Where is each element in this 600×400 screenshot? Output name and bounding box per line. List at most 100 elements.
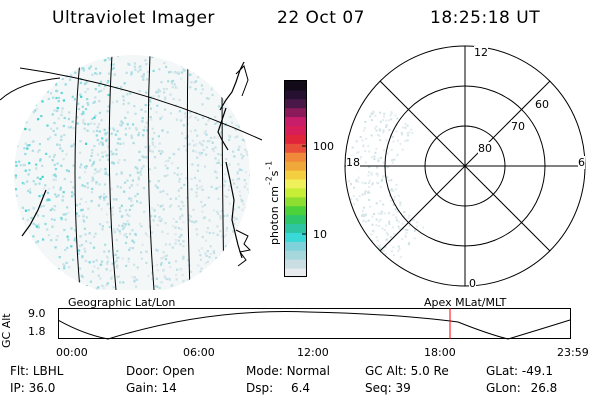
emission-pixel xyxy=(151,143,155,146)
emission-pixel xyxy=(114,253,117,256)
emission-pixel xyxy=(84,82,87,85)
instrument-title: Ultraviolet Imager xyxy=(52,8,215,28)
emission-pixel xyxy=(119,86,123,89)
polar-emission-pixel xyxy=(361,181,364,184)
emission-pixel xyxy=(137,70,140,73)
emission-pixel xyxy=(118,230,121,233)
emission-pixel xyxy=(41,164,44,167)
polar-emission-pixel xyxy=(391,159,394,162)
emission-pixel xyxy=(65,169,69,172)
emission-pixel xyxy=(240,282,243,285)
status-glat: GLat: -49.1 xyxy=(486,364,553,378)
polar-emission-pixel xyxy=(377,160,380,162)
emission-pixel xyxy=(96,139,99,142)
polar-emission-pixel xyxy=(371,119,373,122)
emission-pixel xyxy=(31,103,34,106)
emission-pixel xyxy=(88,67,91,70)
emission-pixel xyxy=(146,129,149,132)
emission-pixel xyxy=(97,286,100,289)
emission-pixel xyxy=(67,170,70,173)
emission-pixel xyxy=(145,156,148,159)
emission-pixel xyxy=(188,116,192,119)
emission-pixel xyxy=(66,246,69,249)
emission-pixel xyxy=(47,187,50,191)
polar-emission-pixel xyxy=(364,150,367,153)
emission-pixel xyxy=(80,95,83,98)
emission-pixel xyxy=(68,111,71,114)
emission-pixel xyxy=(26,287,29,290)
emission-pixel xyxy=(164,164,167,167)
emission-pixel xyxy=(121,257,124,260)
emission-pixel xyxy=(172,97,175,101)
emission-pixel xyxy=(195,184,198,187)
emission-pixel xyxy=(37,223,40,226)
emission-pixel xyxy=(60,218,63,221)
emission-pixel xyxy=(103,183,107,186)
coastline-north xyxy=(235,65,249,97)
emission-pixel xyxy=(135,285,138,288)
emission-pixel xyxy=(231,99,234,102)
polar-emission-pixel xyxy=(357,176,360,179)
emission-pixel xyxy=(25,58,28,61)
emission-pixel xyxy=(93,100,96,103)
emission-pixel xyxy=(241,199,244,202)
polar-emission-pixel xyxy=(404,126,407,129)
emission-pixel xyxy=(104,133,107,136)
polar-emission-pixel xyxy=(365,137,368,140)
emission-pixel xyxy=(219,217,222,220)
emission-pixel xyxy=(112,127,115,130)
emission-pixel xyxy=(155,91,158,94)
emission-pixel xyxy=(134,166,137,169)
emission-pixel xyxy=(200,267,203,270)
polar-emission-pixel xyxy=(393,254,395,257)
emission-pixel xyxy=(162,208,165,211)
emission-pixel xyxy=(42,215,45,218)
emission-pixel xyxy=(197,249,201,252)
polar-emission-pixel xyxy=(377,182,380,185)
emission-pixel xyxy=(117,224,121,227)
observation-date: 22 Oct 07 xyxy=(277,8,365,28)
emission-pixel xyxy=(75,212,78,215)
emission-pixel xyxy=(214,122,217,125)
polar-emission-pixel xyxy=(404,228,407,231)
emission-pixel xyxy=(27,233,30,236)
emission-pixel xyxy=(123,225,126,228)
emission-pixel xyxy=(155,248,158,251)
polar-emission-pixel xyxy=(389,189,392,192)
coastline-west xyxy=(21,189,47,237)
emission-pixel xyxy=(112,67,115,70)
polar-emission-pixel xyxy=(406,124,409,127)
emission-pixel xyxy=(65,261,68,264)
emission-pixel xyxy=(236,135,239,138)
emission-pixel xyxy=(177,72,180,75)
emission-pixel xyxy=(133,280,136,283)
emission-pixel xyxy=(215,256,218,260)
emission-pixel xyxy=(49,92,53,95)
emission-pixel xyxy=(177,227,180,230)
polar-emission-pixel xyxy=(395,184,398,186)
emission-pixel xyxy=(186,143,190,146)
emission-pixel xyxy=(82,119,85,122)
emission-pixel xyxy=(207,289,210,290)
emission-pixel xyxy=(222,177,225,180)
emission-pixel xyxy=(41,194,44,197)
emission-pixel xyxy=(100,119,103,122)
polar-emission-pixel xyxy=(383,149,386,152)
emission-pixel xyxy=(193,282,196,285)
emission-pixel xyxy=(182,245,185,248)
coastline-cape xyxy=(235,229,252,267)
emission-pixel xyxy=(156,204,160,207)
polar-emission-pixel xyxy=(408,131,411,134)
polar-emission-pixel xyxy=(373,158,376,161)
emission-pixel xyxy=(172,217,175,221)
observation-time: 18:25:18 UT xyxy=(430,8,541,28)
emission-pixel xyxy=(37,58,40,62)
emission-pixel xyxy=(175,197,178,200)
emission-pixel xyxy=(29,56,32,59)
emission-pixel xyxy=(30,263,33,266)
emission-pixel xyxy=(229,115,232,119)
polar-emission-pixel xyxy=(413,229,416,232)
emission-pixel xyxy=(99,277,102,280)
emission-pixel xyxy=(187,218,190,221)
emission-pixel xyxy=(78,280,81,283)
